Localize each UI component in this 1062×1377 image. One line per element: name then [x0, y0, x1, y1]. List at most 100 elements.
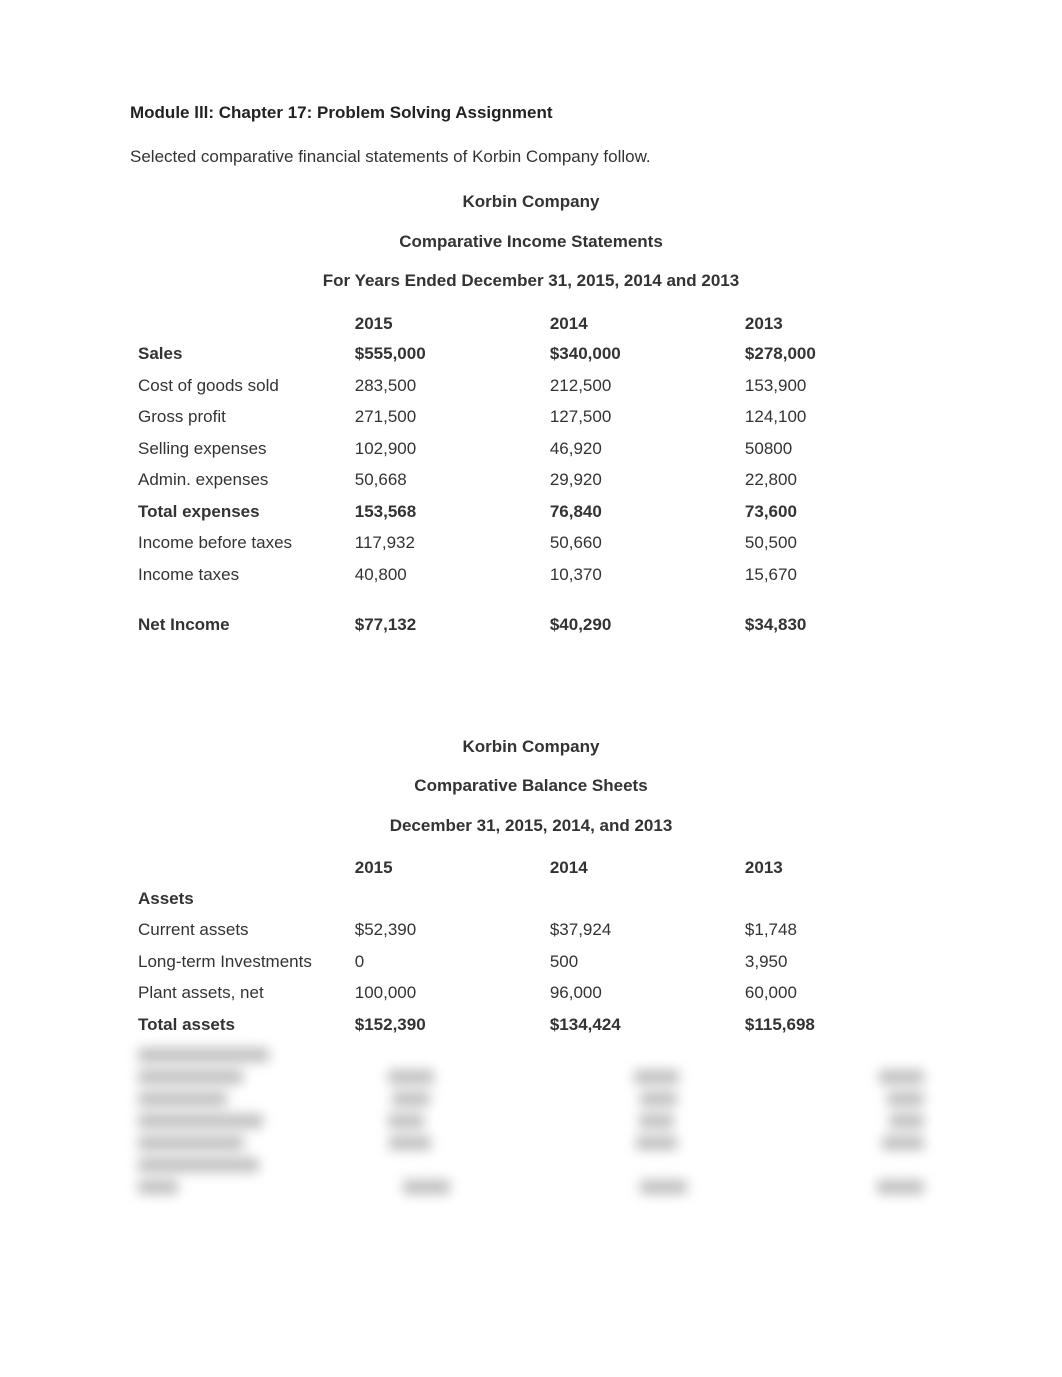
income-cell-y2: 127,500 — [542, 401, 737, 433]
income-row: Income taxes40,80010,37015,670 — [130, 559, 932, 591]
intro-text: Selected comparative financial statement… — [130, 144, 932, 170]
income-header-2014: 2014 — [542, 308, 737, 339]
income-cell-y3: 15,670 — [737, 559, 932, 591]
income-cell-y2: 212,500 — [542, 370, 737, 402]
income-header-row: 2015 2014 2013 — [130, 308, 932, 339]
income-cell-y2: 76,840 — [542, 496, 737, 528]
blurred-row — [130, 1132, 932, 1154]
balance-cell-y1: $52,390 — [347, 914, 542, 946]
balance-row: Long-term Investments05003,950 — [130, 946, 932, 978]
balance-cell-y1: 100,000 — [347, 977, 542, 1009]
balance-cell-y3: 60,000 — [737, 977, 932, 1009]
balance-table: 2015 2014 2013 Assets Current assets$52,… — [130, 852, 932, 1040]
blurred-row — [130, 1044, 932, 1066]
blurred-placeholder — [640, 1092, 677, 1106]
balance-cell-y3: $1,748 — [737, 914, 932, 946]
blurred-row — [130, 1066, 932, 1088]
income-cell-y1: 153,568 — [347, 496, 542, 528]
blurred-placeholder — [138, 1136, 244, 1150]
income-cell-y1: 50,668 — [347, 464, 542, 496]
income-cell-y1: 283,500 — [347, 370, 542, 402]
blurred-placeholder — [138, 1070, 243, 1084]
income-cell-y3: 124,100 — [737, 401, 932, 433]
blurred-placeholder — [639, 1114, 674, 1128]
balance-cell-y3: $115,698 — [737, 1009, 932, 1041]
balance-cell-label: Long-term Investments — [130, 946, 347, 978]
income-header-blank — [130, 308, 347, 339]
balance-cell-y2: $37,924 — [542, 914, 737, 946]
blurred-placeholder — [403, 1180, 450, 1194]
blurred-row — [130, 1154, 932, 1176]
income-row: Selling expenses102,90046,92050800 — [130, 433, 932, 465]
income-cell-y3: 50,500 — [737, 527, 932, 559]
blurred-placeholder — [887, 1092, 924, 1106]
income-cell-y3: 153,900 — [737, 370, 932, 402]
income-header-2013: 2013 — [737, 308, 932, 339]
income-cell-y3: $278,000 — [737, 338, 932, 370]
balance-row: Current assets$52,390$37,924$1,748 — [130, 914, 932, 946]
income-cell-label: Gross profit — [130, 401, 347, 433]
balance-cell-y2: $134,424 — [542, 1009, 737, 1041]
income-cell-y1: 102,900 — [347, 433, 542, 465]
income-cell-y2: 29,920 — [542, 464, 737, 496]
income-cell-y2: $340,000 — [542, 338, 737, 370]
balance-table-container: 2015 2014 2013 Assets Current assets$52,… — [130, 852, 932, 1198]
balance-cell-label: Plant assets, net — [130, 977, 347, 1009]
income-cell-y1: 40,800 — [347, 559, 542, 591]
balance-company: Korbin Company — [130, 734, 932, 760]
balance-period: December 31, 2015, 2014, and 2013 — [130, 813, 932, 839]
income-cell-label: Selling expenses — [130, 433, 347, 465]
income-cell-y3: 50800 — [737, 433, 932, 465]
document-container: Module lll: Chapter 17: Problem Solving … — [130, 100, 932, 1198]
balance-header-2014: 2014 — [542, 852, 737, 883]
net-income-2014: $40,290 — [542, 590, 737, 654]
income-cell-y2: 10,370 — [542, 559, 737, 591]
blurred-row — [130, 1110, 932, 1132]
balance-cell-label: Total assets — [130, 1009, 347, 1041]
income-cell-y1: 117,932 — [347, 527, 542, 559]
income-row: Sales$555,000$340,000$278,000 — [130, 338, 932, 370]
balance-header-blank — [130, 852, 347, 883]
balance-row: Total assets$152,390$134,424$115,698 — [130, 1009, 932, 1041]
income-cell-label: Income taxes — [130, 559, 347, 591]
income-cell-label: Total expenses — [130, 496, 347, 528]
blurred-placeholder — [388, 1070, 433, 1084]
income-row: Cost of goods sold283,500212,500153,900 — [130, 370, 932, 402]
balance-cell-y2: 500 — [542, 946, 737, 978]
assets-label: Assets — [130, 883, 347, 915]
net-income-label: Net Income — [130, 590, 347, 654]
blurred-row — [130, 1176, 932, 1198]
balance-header-2013: 2013 — [737, 852, 932, 883]
income-row: Admin. expenses50,66829,92022,800 — [130, 464, 932, 496]
net-income-2015: $77,132 — [347, 590, 542, 654]
income-cell-y3: 22,800 — [737, 464, 932, 496]
blurred-placeholder — [640, 1180, 687, 1194]
income-row: Income before taxes117,93250,66050,500 — [130, 527, 932, 559]
balance-cell-y1: 0 — [347, 946, 542, 978]
blurred-placeholder — [138, 1158, 259, 1172]
income-cell-y2: 46,920 — [542, 433, 737, 465]
balance-cell-label: Current assets — [130, 914, 347, 946]
income-period: For Years Ended December 31, 2015, 2014 … — [130, 268, 932, 294]
income-table: 2015 2014 2013 Sales$555,000$340,000$278… — [130, 308, 932, 654]
income-title: Comparative Income Statements — [130, 229, 932, 255]
blurred-placeholder — [634, 1070, 679, 1084]
assets-section-row: Assets — [130, 883, 932, 915]
blurred-placeholder — [636, 1136, 678, 1150]
income-table-container: 2015 2014 2013 Sales$555,000$340,000$278… — [130, 308, 932, 654]
income-cell-label: Income before taxes — [130, 527, 347, 559]
income-cell-y1: $555,000 — [347, 338, 542, 370]
net-income-2013: $34,830 — [737, 590, 932, 654]
blurred-placeholder — [889, 1114, 924, 1128]
income-cell-label: Sales — [130, 338, 347, 370]
income-company: Korbin Company — [130, 189, 932, 215]
income-net-row: Net Income $77,132 $40,290 $34,830 — [130, 590, 932, 654]
balance-title: Comparative Balance Sheets — [130, 773, 932, 799]
income-cell-y2: 50,660 — [542, 527, 737, 559]
balance-header-row: 2015 2014 2013 — [130, 852, 932, 883]
blurred-placeholder — [877, 1180, 924, 1194]
balance-cell-y2: 96,000 — [542, 977, 737, 1009]
balance-cell-y3: 3,950 — [737, 946, 932, 978]
income-cell-y1: 271,500 — [347, 401, 542, 433]
blurred-placeholder — [138, 1180, 178, 1194]
